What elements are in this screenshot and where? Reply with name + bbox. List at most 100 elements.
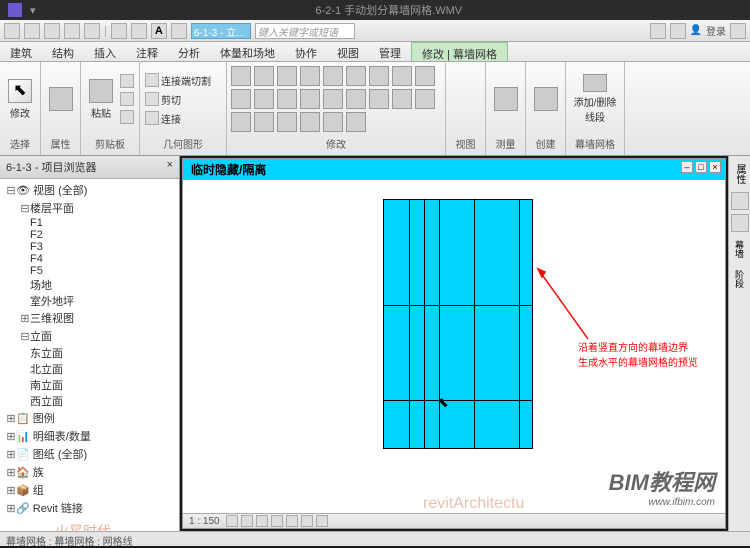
tree-f2[interactable]: F2 <box>2 229 177 241</box>
tree-south[interactable]: 南立面 <box>2 377 177 393</box>
nav-wheel-icon[interactable] <box>731 214 749 232</box>
star-icon[interactable] <box>670 23 686 39</box>
user-icon[interactable]: 👤 <box>690 25 702 36</box>
canvas[interactable]: 临时隐藏/隔离 – □ × ⬉ 沿着竖直方向的幕墙边界 生成水平的幕墙网格的预览… <box>182 158 726 529</box>
qat-icon[interactable] <box>171 23 187 39</box>
copy-button[interactable] <box>119 91 135 107</box>
help2-icon[interactable] <box>730 23 746 39</box>
tree-views[interactable]: ⊟👁 视图 (全部) <box>2 181 177 199</box>
create-button[interactable] <box>530 74 561 124</box>
tree-f1[interactable]: F1 <box>2 217 177 229</box>
tab-collab[interactable]: 协作 <box>285 42 327 61</box>
text-icon[interactable]: A <box>151 23 167 39</box>
crop-icon[interactable] <box>286 515 298 527</box>
nav-cube-icon[interactable] <box>731 192 749 210</box>
cope-button[interactable]: 连接端切割 <box>144 72 212 89</box>
rotate-icon[interactable] <box>277 66 297 86</box>
tab-analyze[interactable]: 分析 <box>168 42 210 61</box>
m15-icon[interactable] <box>346 89 366 109</box>
m17-icon[interactable] <box>392 89 412 109</box>
search-input[interactable]: 键入关键字或短语 <box>255 23 355 39</box>
tree-west[interactable]: 西立面 <box>2 393 177 409</box>
save-icon[interactable] <box>24 23 40 39</box>
undo-icon[interactable] <box>44 23 60 39</box>
cut-button[interactable] <box>119 73 135 89</box>
curtain-wall-shape[interactable] <box>383 199 533 449</box>
cut2-button[interactable]: 剪切 <box>144 91 212 108</box>
tree-schedule[interactable]: ⊞📊 明细表/数量 <box>2 427 177 445</box>
open-icon[interactable] <box>4 23 20 39</box>
tree-f5[interactable]: F5 <box>2 265 177 277</box>
tab-manage[interactable]: 管理 <box>369 42 411 61</box>
tree-elev[interactable]: ⊟立面 <box>2 327 177 345</box>
m9-icon[interactable] <box>415 66 435 86</box>
max-icon[interactable]: □ <box>695 161 707 173</box>
style-icon[interactable] <box>241 515 253 527</box>
offset-icon[interactable] <box>369 66 389 86</box>
close2-icon[interactable]: × <box>709 161 721 173</box>
tab-struct[interactable]: 结构 <box>42 42 84 61</box>
view-dropdown[interactable]: 6-1-3 - 立... <box>191 23 251 39</box>
hide-icon[interactable] <box>301 515 313 527</box>
tab-annotate[interactable]: 注释 <box>126 42 168 61</box>
paste-button[interactable]: 粘贴 <box>85 74 117 124</box>
help-icon[interactable] <box>650 23 666 39</box>
move-icon[interactable] <box>231 66 251 86</box>
m18-icon[interactable] <box>415 89 435 109</box>
tree-f4[interactable]: F4 <box>2 253 177 265</box>
m14-icon[interactable] <box>323 89 343 109</box>
tree-3d[interactable]: ⊞三维视图 <box>2 309 177 327</box>
shadow-icon[interactable] <box>271 515 283 527</box>
tree-site[interactable]: 场地 <box>2 277 177 293</box>
tree-floorplans[interactable]: ⊟楼层平面 <box>2 199 177 217</box>
close-icon[interactable]: × <box>167 159 173 175</box>
print-icon[interactable] <box>84 23 100 39</box>
m10-icon[interactable] <box>231 89 251 109</box>
sun-icon[interactable] <box>256 515 268 527</box>
redo-icon[interactable] <box>64 23 80 39</box>
tree-links[interactable]: ⊞🔗 Revit 链接 <box>2 499 177 517</box>
tree-groups[interactable]: ⊞📦 组 <box>2 481 177 499</box>
mirror-icon[interactable] <box>392 66 412 86</box>
detail-icon[interactable] <box>226 515 238 527</box>
scale-display[interactable]: 1 : 150 <box>189 516 220 527</box>
tree-north[interactable]: 北立面 <box>2 361 177 377</box>
m20-icon[interactable] <box>254 112 274 132</box>
app-icon[interactable] <box>8 3 22 17</box>
m23-icon[interactable] <box>323 112 343 132</box>
props-button[interactable] <box>45 74 76 124</box>
tree-legend[interactable]: ⊞📋 图例 <box>2 409 177 427</box>
tab-mass[interactable]: 体量和场地 <box>210 42 285 61</box>
tab-modify[interactable]: 修改 | 幕墙网格 <box>411 42 508 61</box>
tree-outdoor[interactable]: 室外地坪 <box>2 293 177 309</box>
stage-tab[interactable]: 阶段 <box>731 266 748 292</box>
modify-button[interactable]: ⬉ 修改 <box>4 74 36 124</box>
copy2-icon[interactable] <box>254 66 274 86</box>
split-icon[interactable] <box>323 66 343 86</box>
m24-icon[interactable] <box>346 112 366 132</box>
curtain-tab[interactable]: 幕墙 <box>731 236 748 262</box>
measure-icon[interactable] <box>111 23 127 39</box>
m11-icon[interactable] <box>254 89 274 109</box>
addremove-button[interactable]: 添加/删除 线段 <box>570 74 620 124</box>
tree-f3[interactable]: F3 <box>2 241 177 253</box>
m12-icon[interactable] <box>277 89 297 109</box>
match-button[interactable] <box>119 109 135 125</box>
align-icon[interactable] <box>131 23 147 39</box>
tab-insert[interactable]: 插入 <box>84 42 126 61</box>
trim-icon[interactable] <box>300 66 320 86</box>
m19-icon[interactable] <box>231 112 251 132</box>
m16-icon[interactable] <box>369 89 389 109</box>
tab-arch[interactable]: 建筑 <box>0 42 42 61</box>
m22-icon[interactable] <box>300 112 320 132</box>
measure-button[interactable] <box>490 74 521 124</box>
tab-view[interactable]: 视图 <box>327 42 369 61</box>
m13-icon[interactable] <box>300 89 320 109</box>
props-tab[interactable]: 属性 <box>730 160 749 188</box>
tree-families[interactable]: ⊞🏠 族 <box>2 463 177 481</box>
reveal-icon[interactable] <box>316 515 328 527</box>
tree-sheets[interactable]: ⊞📄 图纸 (全部) <box>2 445 177 463</box>
min-icon[interactable]: – <box>681 161 693 173</box>
align2-icon[interactable] <box>346 66 366 86</box>
m21-icon[interactable] <box>277 112 297 132</box>
